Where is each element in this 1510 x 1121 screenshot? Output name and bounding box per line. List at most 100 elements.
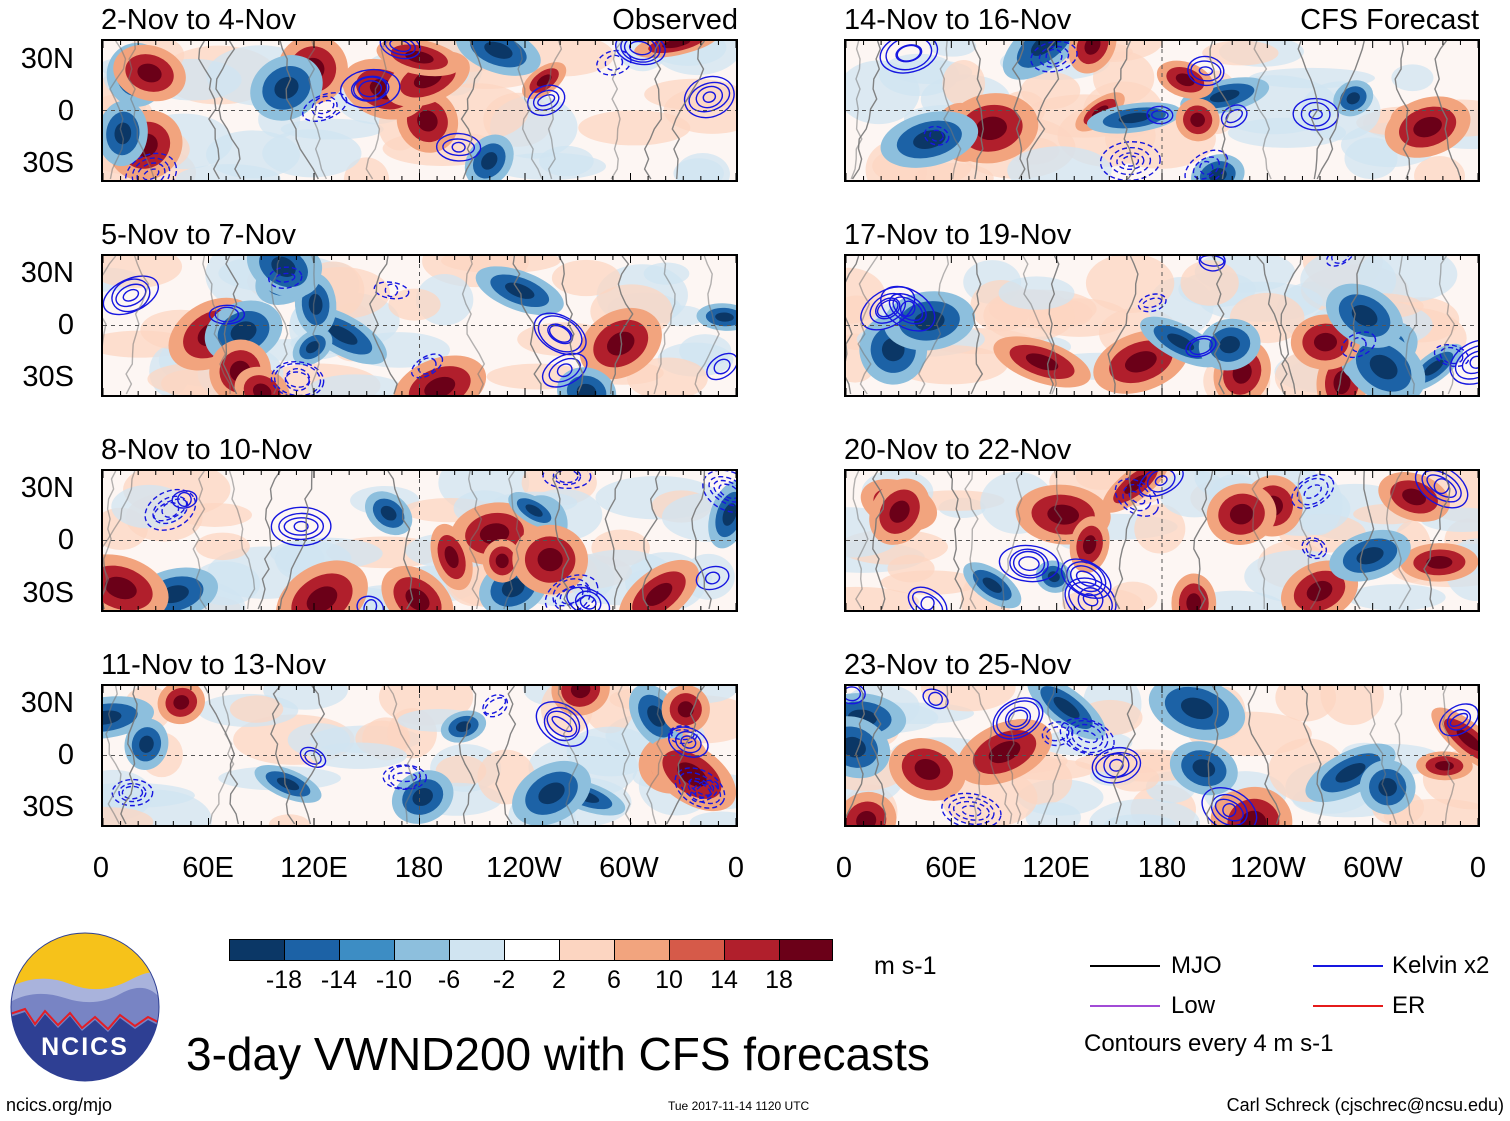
coastline [964,471,979,610]
anomaly-peak [570,686,591,699]
anomaly-peak [536,74,552,87]
anomaly-wash [998,276,1075,310]
coastline [558,256,584,395]
map-panel-6 [844,254,1480,397]
colorbar-swatch-6 [559,939,615,961]
anomaly-peak [495,553,509,569]
kelvin-contour [695,85,724,109]
kelvin-contour [1296,477,1329,506]
kelvin-contour [551,715,573,733]
kelvin-contour [124,152,178,180]
anomaly-peak [173,695,190,710]
kelvin-contour [410,353,444,379]
anomaly-wash [262,129,362,178]
kelvin-contour [284,368,311,392]
kelvin-contour [1060,558,1112,600]
anomaly-peak [139,735,154,753]
coastline [467,471,483,610]
kelvin-contour [1187,55,1225,87]
anomaly-wash [1007,146,1112,180]
coastline [1385,471,1412,610]
kelvin-contour [1185,335,1217,358]
coastline [1353,471,1375,610]
xtick-left-0-end: 0 [727,852,745,884]
panel-title-4: 11-Nov to 13-Nov [101,649,327,681]
coastline [495,686,517,825]
coastline [387,686,416,825]
anomaly-peak [1025,353,1059,371]
coastline [643,41,663,180]
kelvin-contour [275,272,296,283]
coastline [279,41,319,180]
kelvin-contour [1082,593,1099,607]
kelvin-contour [1350,336,1367,353]
kelvin-contour [683,75,735,119]
coastline [691,471,712,610]
ytick-30n-row1: 30N [20,43,74,75]
kelvin-contour [879,41,939,74]
coastline [120,686,138,825]
coastline [192,471,207,610]
kelvin-contour [171,490,198,509]
kelvin-contour [546,710,578,738]
kelvin-contour [1300,101,1331,127]
coastline [279,471,313,610]
anomaly-wash [1085,256,1175,313]
xtick-left-60e: 60E [182,852,234,884]
anomaly-peak [715,312,734,322]
coastline [971,41,985,180]
xtick-right-60w: 60W [1343,852,1403,884]
coastline [852,471,869,610]
coastline [851,41,882,180]
legend-label-kelvin: Kelvin x2 [1392,952,1490,979]
legend-label-low: Low [1171,992,1216,1019]
kelvin-contour [846,686,866,705]
coastline [1046,256,1060,395]
kelvin-contour [142,168,160,180]
kelvin-contour [1301,537,1328,560]
colorbar-swatch-3 [394,939,450,961]
anomaly-peak [677,762,707,787]
anomaly-peak [1413,116,1442,138]
anomaly-peak [479,523,510,545]
coastline [513,41,543,180]
anomaly-wash [195,532,250,561]
kelvin-contour [667,725,698,745]
kelvin-contour [670,729,695,741]
kelvin-contour [111,778,154,807]
anomaly-peak [1047,571,1060,583]
coastline [653,256,676,395]
kelvin-contour [311,95,338,119]
kelvin-contour [339,68,401,109]
kelvin-contour [1305,539,1324,557]
anomaly-peak [137,63,162,83]
colorbar-label-0: -18 [265,966,303,994]
coastline [1336,256,1365,395]
xtick-left-120e: 120E [280,852,348,884]
kelvin-contour [929,129,944,142]
ncics-logo: NCICS [10,932,160,1082]
kelvin-contour [1439,346,1464,365]
ytick-30n-row4: 30N [20,687,74,719]
colorbar-swatch-10 [779,939,833,961]
kelvin-contour [451,141,466,153]
kelvin-contour [384,41,416,56]
coastline [203,686,239,825]
footer-website[interactable]: ncics.org/mjo [6,1095,113,1115]
anomaly-wash [1347,584,1446,610]
kelvin-contour [1045,726,1070,742]
column-header-cfs: CFS Forecast [1300,4,1479,36]
kelvin-contour [718,483,736,500]
anomaly-peak [662,41,691,49]
coastline [945,686,981,825]
kelvin-contour [704,571,721,585]
coastline [971,686,1013,825]
kelvin-contour [293,520,309,532]
ytick-eq-row4: 0 [57,739,74,771]
kelvin-contour [302,92,348,122]
panel-title-3: 8-Nov to 10-Nov [101,434,313,466]
kelvin-contour [1076,730,1098,744]
anomaly-wash [310,742,407,769]
kelvin-contour [1469,355,1478,369]
anomaly-wash [1180,260,1239,306]
